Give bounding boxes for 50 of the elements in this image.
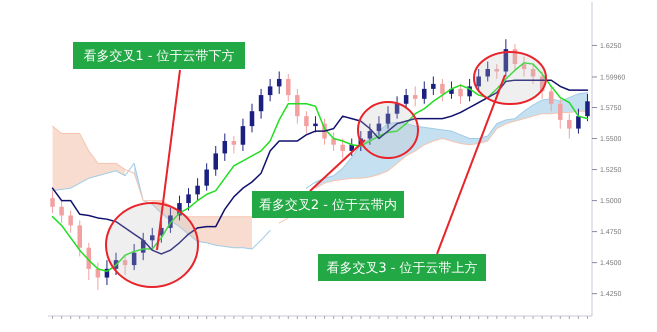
- candlestick: [548, 86, 554, 112]
- candlestick: [295, 88, 300, 124]
- annotation: 看多交叉2 - 位于云带内: [258, 197, 398, 213]
- candlestick: [213, 145, 218, 176]
- annotation: 看多交叉3 - 位于云带上方: [326, 260, 478, 276]
- candlestick: [204, 162, 209, 192]
- candlestick: [313, 116, 318, 133]
- candlestick: [476, 68, 481, 92]
- candlestick: [222, 133, 228, 162]
- candlestick: [50, 190, 55, 214]
- candlestick: [404, 88, 408, 110]
- annotation: 看多交叉1 - 位于云带下方: [83, 48, 235, 64]
- candlestick: [412, 86, 418, 107]
- candlestick: [232, 136, 236, 154]
- candlestick: [394, 96, 400, 120]
- candlestick: [268, 78, 272, 102]
- candlestick: [195, 178, 200, 202]
- candlestick: [576, 108, 581, 134]
- candlestick: [585, 93, 590, 122]
- candlestick: [512, 44, 518, 72]
- candlestick: [122, 254, 128, 276]
- candlestick: [186, 188, 191, 212]
- candlestick: [485, 61, 490, 82]
- candlestick: [258, 88, 264, 120]
- candlestick: [522, 56, 526, 77]
- candlestick: [96, 262, 100, 290]
- candlestick: [86, 242, 92, 281]
- candlestick: [240, 118, 246, 152]
- candlestick: [59, 200, 64, 224]
- candlestick: [276, 71, 282, 94]
- candlestick: [386, 106, 390, 130]
- candlestick: [530, 64, 536, 84]
- candlestick: [376, 116, 382, 140]
- candlestick: [286, 73, 291, 102]
- candlestick: [68, 210, 73, 234]
- candlestick: [558, 98, 563, 130]
- candlestick: [250, 103, 254, 133]
- candlestick: [567, 113, 572, 140]
- candlestick: [458, 83, 463, 104]
- candlestick: [494, 64, 500, 80]
- candlestick: [440, 78, 445, 102]
- candlestick: [504, 38, 508, 77]
- candlestick: [431, 76, 436, 96]
- candlestick: [77, 220, 82, 257]
- candlestick: [304, 110, 309, 134]
- candlestick: [150, 227, 155, 248]
- candlestick: [422, 80, 427, 104]
- candlestick: [368, 123, 372, 146]
- candlestick: [132, 244, 136, 271]
- candlestick: [340, 138, 345, 159]
